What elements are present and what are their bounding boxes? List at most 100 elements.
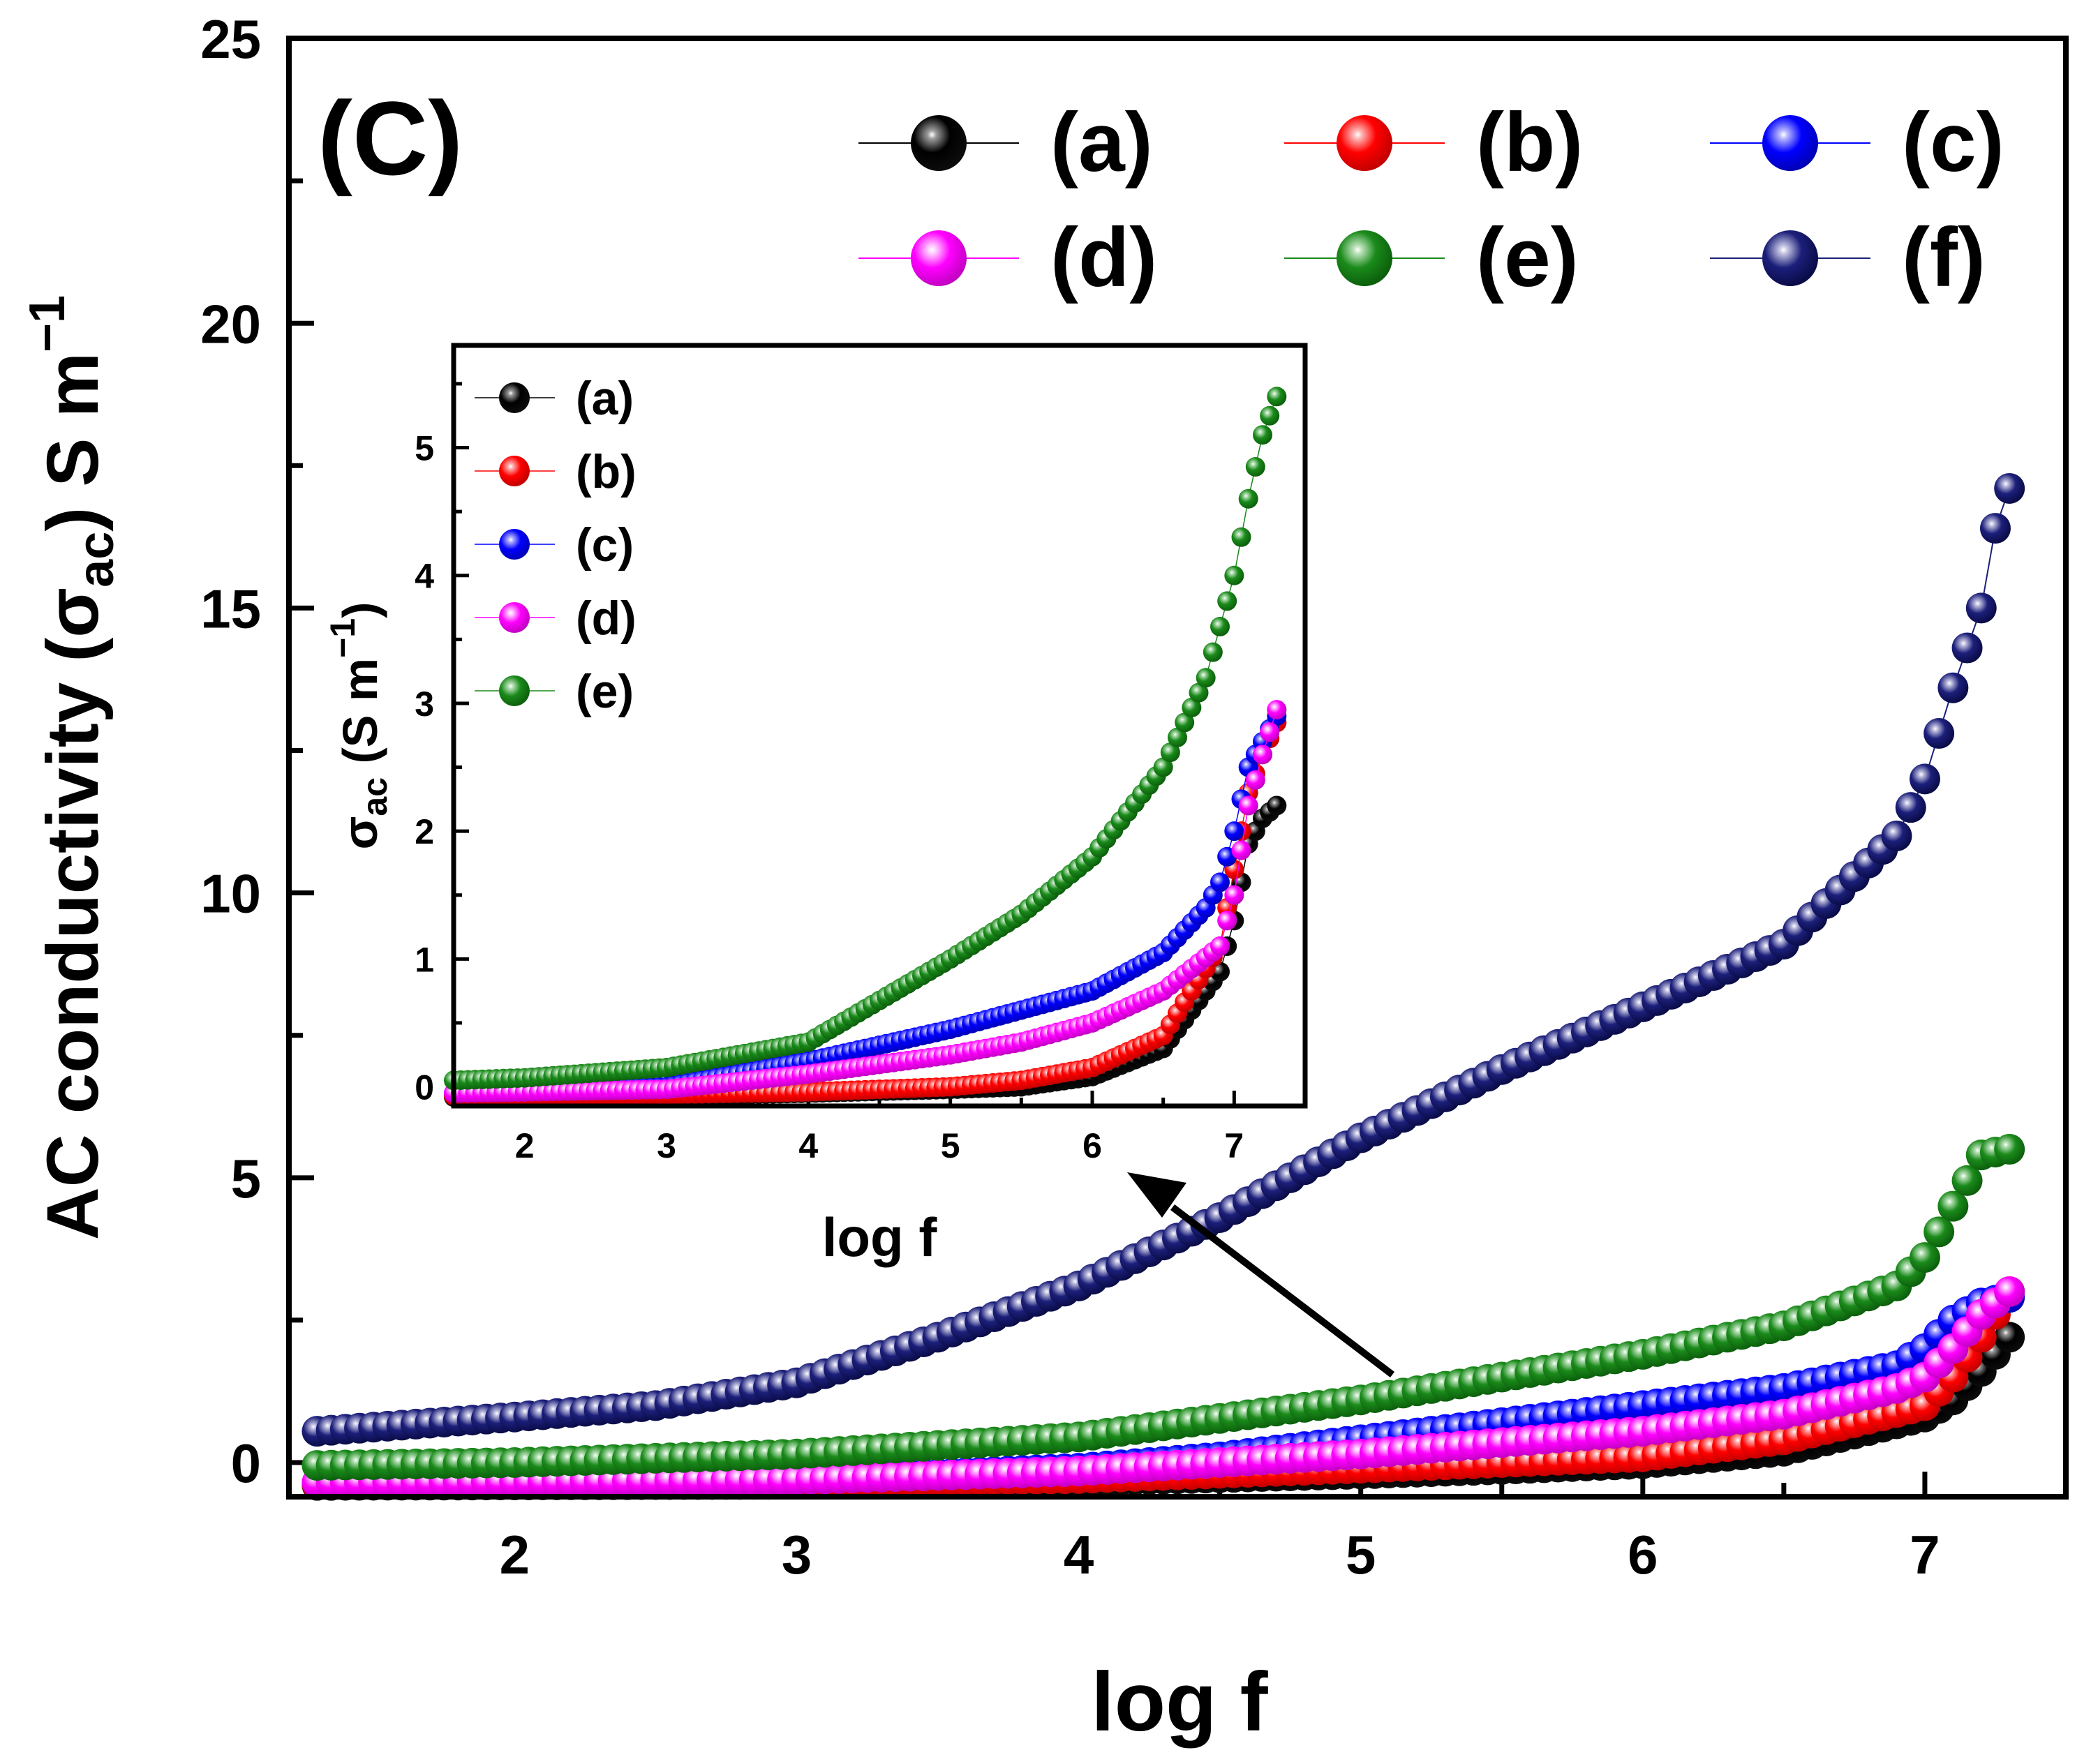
data-point — [1238, 795, 1258, 816]
y-tick-label: 0 — [231, 1433, 261, 1494]
main-plot-frame — [286, 36, 2069, 1500]
data-point — [1203, 642, 1223, 662]
data-point — [1210, 617, 1230, 637]
legend-label: (e) — [576, 665, 634, 718]
main-legend: (a) (b) (c) (d) (e) (f) — [858, 96, 2004, 304]
main-y-label-sup: −1 — [20, 295, 75, 352]
data-point — [1160, 742, 1180, 763]
x-tick-label: 4 — [798, 1126, 818, 1165]
main-y-label-prefix: AC conductivity ( — [32, 638, 114, 1240]
x-tick-label: 2 — [515, 1126, 535, 1165]
data-point — [1260, 722, 1280, 742]
data-point — [1994, 1133, 2025, 1165]
data-point — [1979, 513, 2011, 544]
inset-legend-entry-b: (b) — [475, 445, 637, 498]
legend-label: (d) — [576, 592, 637, 645]
x-tick-label: 6 — [1628, 1524, 1658, 1585]
series-e — [444, 387, 1287, 1091]
y-tick-label: 25 — [200, 8, 261, 70]
legend-entry-d: (d) — [858, 211, 1157, 304]
legend-marker — [499, 602, 530, 633]
data-point — [1245, 770, 1265, 790]
x-tick-label: 4 — [1064, 1524, 1094, 1585]
data-point — [1224, 821, 1244, 842]
legend-marker — [911, 115, 967, 171]
legend-label: (e) — [1476, 211, 1579, 304]
y-tick-label: 2 — [415, 812, 434, 851]
legend-marker — [911, 230, 967, 286]
legend-entry-a: (a) — [858, 96, 1153, 189]
data-point — [1245, 457, 1265, 477]
y-tick-label: 0 — [415, 1068, 434, 1107]
data-point — [1253, 425, 1272, 445]
arrow-head — [1127, 1172, 1186, 1218]
inset-y-label-sub: ac — [355, 777, 394, 816]
inset-y-label-suffix: (S m — [333, 658, 387, 777]
data-point — [1231, 527, 1251, 547]
series-d — [444, 700, 1287, 1103]
main-panel-label: (C) — [318, 80, 463, 197]
data-point — [1965, 592, 1997, 624]
legend-marker — [499, 382, 530, 413]
x-tick-label: 3 — [657, 1126, 676, 1165]
inset-series-layer — [444, 387, 1287, 1107]
x-tick-label: 2 — [500, 1524, 530, 1585]
inset-legend-entry-a: (a) — [475, 372, 634, 425]
legend-marker — [1762, 115, 1818, 171]
data-point — [1224, 565, 1244, 585]
y-tick-label: 1 — [415, 940, 434, 979]
inset-x-axis-label: log f — [822, 1206, 938, 1268]
data-point — [1951, 632, 1983, 664]
data-point — [1881, 820, 1912, 851]
y-tick-label: 5 — [231, 1148, 261, 1209]
data-point — [1153, 757, 1173, 777]
y-tick-label: 4 — [415, 557, 434, 596]
arrow-shaft — [1170, 1204, 1395, 1377]
x-tick-label: 5 — [1346, 1524, 1376, 1585]
legend-marker — [1762, 230, 1818, 286]
legend-entry-c: (c) — [1710, 96, 2004, 189]
data-point — [1267, 795, 1287, 816]
main-y-label-symbol: σ — [32, 588, 114, 638]
data-point — [1196, 668, 1216, 688]
y-tick-label: 15 — [200, 578, 261, 639]
main-series-layer — [302, 472, 2025, 1501]
data-point — [1951, 1165, 1983, 1196]
main-y-label-suffix: ) S m — [32, 352, 114, 532]
data-point — [1210, 936, 1230, 957]
legend-marker — [499, 529, 530, 560]
series-f — [302, 472, 2025, 1447]
y-tick-label: 20 — [200, 293, 261, 354]
data-point — [1253, 745, 1272, 765]
data-point — [1260, 405, 1280, 426]
data-point — [1937, 672, 1969, 703]
inset-y-label-close: ) — [333, 602, 387, 618]
inset-chart: 2 3 4 5 6 7 0 1 2 3 4 5 log f σac (S m−1) (a) (b) (c)… — [323, 343, 1308, 1268]
legend-label: (a) — [576, 372, 634, 425]
legend-marker — [1337, 115, 1392, 171]
inset-y-label-symbol: σ — [333, 816, 387, 850]
data-point — [1895, 792, 1926, 823]
data-point — [1909, 763, 1940, 795]
y-tick-label: 3 — [415, 685, 434, 724]
legend-label: (b) — [576, 445, 637, 498]
legend-label: (d) — [1050, 211, 1157, 304]
legend-entry-f: (f) — [1710, 211, 1986, 304]
data-point — [1937, 1190, 1969, 1222]
inset-legend: (a) (b) (c) (d) (e) — [475, 372, 637, 718]
main-x-axis-label: log f — [1091, 1655, 1268, 1749]
data-point — [1217, 591, 1237, 611]
y-tick-label: 5 — [415, 429, 434, 468]
data-point — [1210, 872, 1230, 892]
legend-label: (b) — [1476, 96, 1583, 189]
legend-label: (c) — [1902, 96, 2004, 189]
inset-y-axis-label: σac (S m−1) — [323, 602, 394, 850]
x-tick-label: 5 — [941, 1126, 960, 1165]
data-point — [1923, 718, 1955, 749]
data-point — [1189, 682, 1209, 703]
legend-label: (c) — [576, 518, 634, 571]
data-point — [1267, 387, 1287, 407]
data-point — [1217, 911, 1237, 931]
